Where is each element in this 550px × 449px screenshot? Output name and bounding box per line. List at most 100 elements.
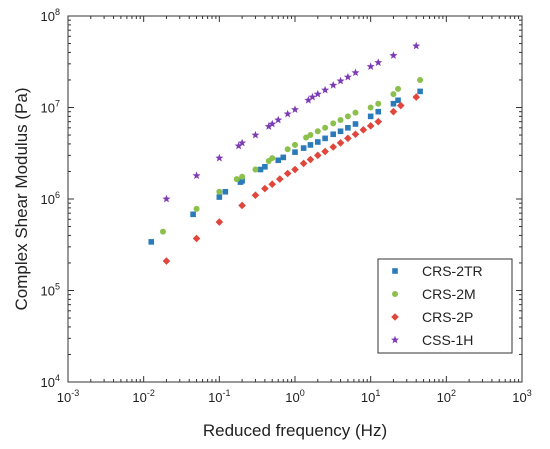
- data-point-css-1h: [238, 138, 247, 147]
- x-axis-title: Reduced frequency (Hz): [203, 421, 387, 440]
- y-tick-label: 107: [41, 99, 60, 116]
- data-point-crs-2p: [321, 147, 329, 156]
- data-point-css-1h: [351, 68, 360, 77]
- data-point-crs-2p: [344, 134, 352, 143]
- data-point-crs-2tr: [280, 154, 287, 161]
- x-tick-label: 10-1: [208, 388, 230, 405]
- data-point-crs-2m: [284, 146, 291, 153]
- data-point-crs-2p: [299, 159, 308, 168]
- data-point-crs-2p: [215, 218, 224, 226]
- data-point-crs-2tr: [330, 131, 337, 138]
- data-point-crs-2p: [329, 143, 338, 151]
- data-point-crs-2tr: [239, 178, 245, 184]
- data-point-crs-2m: [344, 113, 351, 120]
- data-point-crs-2m: [322, 124, 329, 131]
- data-point-crs-2p: [336, 139, 345, 147]
- x-tick-label: 103: [512, 388, 531, 405]
- series-crs-2tr: [148, 88, 423, 245]
- data-point-crs-2m: [390, 91, 397, 98]
- y-tick-label: 104: [41, 373, 60, 390]
- x-tick-label: 102: [437, 388, 456, 405]
- legend-label-crs-2p: CRS-2P: [422, 309, 473, 325]
- data-point-crs-2m: [352, 109, 359, 116]
- data-point-crs-2tr: [322, 135, 328, 142]
- data-point-css-1h: [304, 96, 313, 104]
- series-crs-2m: [159, 76, 424, 235]
- data-point-crs-2p: [366, 122, 375, 130]
- data-point-css-1h: [313, 89, 322, 98]
- data-point-css-1h: [234, 141, 243, 150]
- data-point-crs-2p: [276, 175, 284, 183]
- x-tick-label: 101: [361, 388, 380, 405]
- x-tick-label: 10-3: [57, 388, 79, 405]
- legend: CRS-2TR CRS-2M CRS-2P CSS-1H: [377, 258, 513, 354]
- data-point-crs-2m: [337, 117, 344, 124]
- data-point-css-1h: [412, 41, 421, 50]
- legend-marker-css-1h: [391, 335, 399, 344]
- data-point-crs-2p: [291, 165, 299, 174]
- data-point-crs-2p: [359, 126, 368, 134]
- data-point-crs-2tr: [300, 145, 307, 151]
- data-point-crs-2tr: [275, 157, 282, 164]
- data-point-crs-2tr: [345, 124, 351, 131]
- data-point-crs-2tr: [190, 211, 196, 218]
- data-point-css-1h: [215, 153, 224, 162]
- data-markers: [148, 41, 424, 265]
- data-point-crs-2p: [268, 180, 277, 189]
- legend-entries: CRS-2TR CRS-2M CRS-2P CSS-1H: [391, 263, 483, 348]
- legend-marker-crs-2p: [391, 313, 399, 321]
- legend-marker-crs-2tr: [392, 268, 398, 274]
- data-point-crs-2p: [192, 234, 201, 243]
- y-tick-label: 106: [41, 190, 60, 207]
- legend-label-crs-2m: CRS-2M: [422, 286, 476, 302]
- data-point-crs-2tr: [148, 239, 155, 245]
- data-point-css-1h: [321, 85, 330, 94]
- data-point-css-1h: [192, 171, 201, 180]
- data-point-crs-2m: [193, 205, 200, 212]
- data-point-crs-2p: [351, 130, 360, 139]
- data-point-crs-2m: [269, 155, 276, 162]
- y-tick-label: 105: [41, 282, 60, 299]
- data-point-crs-2tr: [262, 163, 268, 170]
- y-axis-title: Complex Shear Modulus (Pa): [12, 88, 31, 311]
- data-point-css-1h: [283, 109, 292, 118]
- data-point-css-1h: [268, 119, 277, 128]
- data-point-crs-2m: [233, 176, 240, 183]
- y-tick-label: 108: [41, 7, 60, 24]
- data-point-crs-2tr: [314, 139, 321, 145]
- data-point-crs-2m: [314, 128, 321, 135]
- data-point-crs-2m: [367, 104, 374, 111]
- data-point-crs-2tr: [257, 166, 264, 173]
- data-point-css-1h: [374, 58, 383, 66]
- data-point-crs-2m: [307, 132, 314, 139]
- data-point-css-1h: [329, 81, 338, 89]
- legend-marker-crs-2m: [392, 291, 398, 297]
- data-point-crs-2m: [216, 188, 223, 195]
- data-point-crs-2p: [396, 101, 405, 110]
- data-point-crs-2p: [251, 191, 260, 200]
- data-point-css-1h: [343, 72, 352, 81]
- data-point-crs-2tr: [292, 149, 298, 155]
- data-point-crs-2tr: [216, 194, 223, 200]
- data-point-crs-2p: [374, 117, 383, 126]
- series-css-1h: [162, 41, 421, 203]
- data-point-crs-2tr: [337, 128, 344, 135]
- x-tick-label: 100: [285, 388, 304, 405]
- data-point-crs-2tr: [390, 100, 397, 107]
- axis-ticks: [67, 15, 523, 383]
- legend-box: [377, 258, 513, 354]
- legend-label-crs-2tr: CRS-2TR: [422, 263, 483, 279]
- data-point-crs-2m: [375, 100, 382, 107]
- data-point-crs-2p: [313, 151, 322, 160]
- data-point-crs-2p: [238, 201, 246, 210]
- data-point-css-1h: [336, 76, 345, 85]
- data-point-crs-2m: [330, 120, 337, 127]
- data-point-css-1h: [366, 62, 375, 70]
- data-point-crs-2tr: [417, 88, 423, 95]
- data-point-crs-2tr: [222, 188, 229, 195]
- tick-labels: 10-3 10-2 10-1 100 101 102 103 104 105 106 107 108: [41, 7, 532, 405]
- data-point-crs-2m: [239, 173, 246, 180]
- data-point-crs-2p: [389, 107, 398, 116]
- data-point-crs-2tr: [367, 113, 374, 120]
